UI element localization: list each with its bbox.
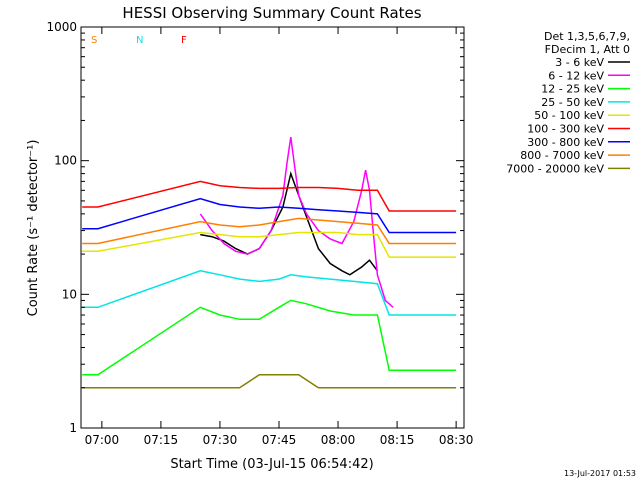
legend-label-6: 300 - 800 keV: [527, 136, 604, 149]
legend: Det 1,3,5,6,7,9, FDecim 1, Att 0 3 - 6 k…: [506, 30, 630, 175]
x-tick-label-5: 08:15: [380, 433, 415, 447]
x-tick-label-1: 07:15: [144, 433, 179, 447]
chart-title: HESSI Observing Summary Count Rates: [122, 4, 421, 22]
plot-frame: [80, 26, 465, 429]
series-line-1: [199, 136, 394, 308]
axis-layer: 07:00 07:15 07:30 07:45 08:00 08:15 08:30 1 10 10…: [46, 20, 473, 447]
y-tick-label-2: 100: [54, 154, 77, 168]
footer-timestamp: 13-Jul-2017 01:53: [564, 469, 636, 478]
x-tick-label-3: 07:45: [262, 433, 297, 447]
legend-label-0: 3 - 6 keV: [555, 56, 604, 69]
legend-label-1: 6 - 12 keV: [548, 69, 604, 82]
series-line-6: [82, 197, 457, 234]
legend-label-8: 7000 - 20000 keV: [506, 162, 604, 175]
y-axis-label: Count Rate (s⁻¹ detector⁻¹): [26, 140, 41, 317]
series-line-0: [200, 170, 379, 276]
x-tick-label-0: 07:00: [85, 433, 120, 447]
legend-label-2: 12 - 25 keV: [541, 83, 604, 96]
legend-label-3: 25 - 50 keV: [541, 96, 604, 109]
series-line-8: [82, 374, 457, 389]
flag-label-2: F: [181, 35, 187, 46]
y-tick-label-1: 10: [62, 287, 77, 301]
x-axis-label: Start Time (03-Jul-15 06:54:42): [170, 457, 373, 472]
series-line-4: [82, 231, 457, 258]
legend-header-decimation: FDecim 1, Att 0: [545, 43, 630, 56]
legend-header-detectors: Det 1,3,5,6,7,9,: [544, 30, 630, 43]
series-line-3: [82, 270, 457, 316]
y-tick-label-3: 1000: [46, 20, 77, 34]
y-tick-label-0: 1: [69, 421, 77, 435]
x-tick-label-4: 08:00: [321, 433, 356, 447]
x-tick-label-2: 07:30: [203, 433, 238, 447]
x-tick-label-6: 08:30: [439, 433, 474, 447]
legend-label-4: 50 - 100 keV: [534, 109, 604, 122]
flag-label-0: S: [91, 35, 97, 46]
series-line-7: [82, 217, 457, 245]
series-line-2: [82, 299, 457, 376]
series-layer: [82, 136, 457, 389]
legend-label-7: 800 - 7000 keV: [520, 149, 604, 162]
series-line-5: [82, 180, 457, 212]
flag-label-1: N: [136, 35, 143, 46]
legend-label-5: 100 - 300 keV: [527, 123, 604, 136]
